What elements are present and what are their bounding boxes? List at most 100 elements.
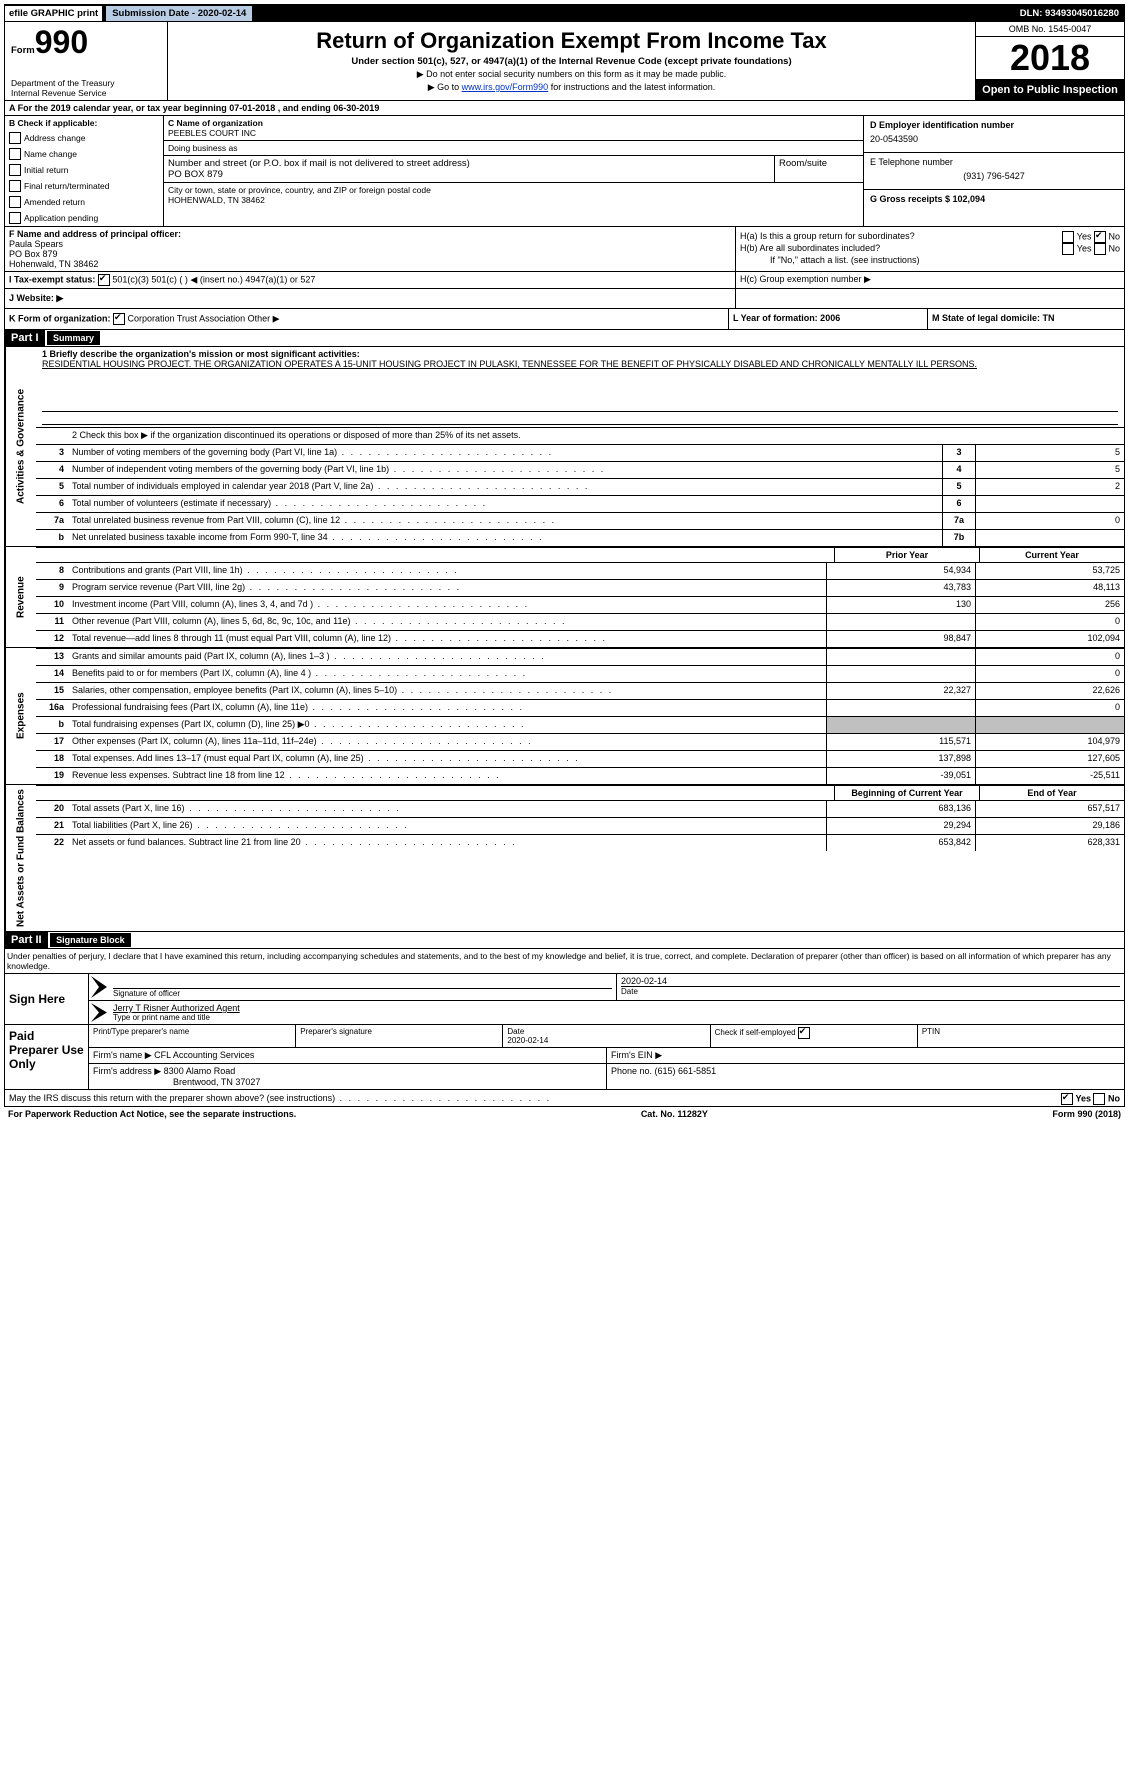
ln-desc: Total revenue—add lines 8 through 11 (mu… — [68, 631, 826, 647]
tax-status: I Tax-exempt status: 501(c)(3) 501(c) ( … — [5, 272, 736, 288]
k-opts: Corporation Trust Association Other ▶ — [128, 313, 280, 323]
ln-num: 6 — [36, 496, 68, 512]
chk-address[interactable]: Address change — [9, 132, 159, 144]
rev-block: Revenue Prior Year Current Year 8 Contri… — [4, 547, 1125, 648]
street-row: Number and street (or P.O. box if mail i… — [164, 156, 863, 183]
ln-box: 4 — [942, 462, 975, 478]
ln-prior — [826, 614, 975, 630]
ha-yes[interactable] — [1062, 231, 1074, 243]
may-irs-yes[interactable] — [1061, 1093, 1073, 1105]
sig-date-value: 2020-02-14 — [621, 976, 1120, 986]
street-value: PO BOX 879 — [168, 169, 770, 180]
footer-left: For Paperwork Reduction Act Notice, see … — [8, 1109, 296, 1119]
side-net: Net Assets or Fund Balances — [5, 785, 36, 931]
prior-year-header: Prior Year — [834, 548, 979, 562]
ln-val: 0 — [975, 513, 1124, 529]
ln-current: 29,186 — [975, 818, 1124, 834]
part1-badge: Part I — [5, 330, 45, 346]
firm-addr1: 8300 Alamo Road — [164, 1066, 236, 1076]
footer-right: Form 990 (2018) — [1052, 1109, 1121, 1119]
line-18: 18 Total expenses. Add lines 13–17 (must… — [36, 750, 1124, 767]
chk-501c3[interactable] — [98, 274, 110, 286]
ln-desc: Total fundraising expenses (Part IX, col… — [68, 717, 826, 733]
ln-box: 7b — [942, 530, 975, 546]
ln-prior: 98,847 — [826, 631, 975, 647]
penalties-text: Under penalties of perjury, I declare th… — [4, 949, 1125, 974]
ha-no[interactable] — [1094, 231, 1106, 243]
mission-block: 1 Briefly describe the organization's mi… — [36, 347, 1124, 427]
ln-desc: Salaries, other compensation, employee b… — [68, 683, 826, 699]
prep-ptin: PTIN — [918, 1025, 1124, 1047]
ln-num: 16a — [36, 700, 68, 716]
ln2-num — [36, 428, 68, 444]
city-value: HOHENWALD, TN 38462 — [168, 195, 859, 205]
irs-label: Internal Revenue Service — [11, 88, 161, 98]
col-d-ids: D Employer identification number 20-0543… — [863, 116, 1124, 226]
goto-line: ▶ Go to www.irs.gov/Form990 for instruct… — [172, 82, 971, 93]
gov-line-b: b Net unrelated business taxable income … — [36, 529, 1124, 546]
ln-desc: Total expenses. Add lines 13–17 (must eq… — [68, 751, 826, 767]
irs-link[interactable]: www.irs.gov/Form990 — [462, 82, 549, 92]
ln-num: 4 — [36, 462, 68, 478]
net-block: Net Assets or Fund Balances Beginning of… — [4, 785, 1125, 932]
m-label: M State of legal domicile: TN — [932, 313, 1055, 323]
row-k: K Form of organization: Corporation Trus… — [4, 309, 1125, 330]
ln-desc: Total number of individuals employed in … — [68, 479, 942, 495]
top-bar: efile GRAPHIC print Submission Date - 20… — [4, 4, 1125, 22]
ln-current: 104,979 — [975, 734, 1124, 750]
chk-corp[interactable] — [113, 313, 125, 325]
eoy-header: End of Year — [979, 786, 1124, 800]
hb-note: If "No," attach a list. (see instruction… — [740, 255, 1120, 265]
street-cell: Number and street (or P.O. box if mail i… — [164, 156, 775, 182]
gov-body: 1 Briefly describe the organization's mi… — [36, 347, 1124, 546]
rev-col-headers: Prior Year Current Year — [36, 547, 1124, 562]
ln-num: 9 — [36, 580, 68, 596]
dba-cell: Doing business as — [164, 141, 863, 156]
ln-current: 53,725 — [975, 563, 1124, 579]
chk-amended[interactable]: Amended return — [9, 196, 159, 208]
ein-value: 20-0543590 — [870, 134, 1118, 144]
hc-row: H(c) Group exemption number ▶ — [736, 272, 1124, 288]
line-20: 20 Total assets (Part X, line 16) 683,13… — [36, 800, 1124, 817]
sig-name: Jerry T Risner Authorized Agent Type or … — [109, 1001, 1124, 1024]
chk-initial[interactable]: Initial return — [9, 164, 159, 176]
chk-name-label: Name change — [24, 149, 77, 159]
chk-final[interactable]: Final return/terminated — [9, 180, 159, 192]
rev-body: Prior Year Current Year 8 Contributions … — [36, 547, 1124, 647]
ln-current: 0 — [975, 700, 1124, 716]
ln-prior: 54,934 — [826, 563, 975, 579]
prep-selfemp: Check if self-employed — [711, 1025, 918, 1047]
current-year-header: Current Year — [979, 548, 1124, 562]
chk-pending[interactable]: Application pending — [9, 212, 159, 224]
ln-num: 14 — [36, 666, 68, 682]
prep-row2: Firm's name ▶ CFL Accounting Services Fi… — [89, 1048, 1124, 1064]
sign-here-block: Sign Here Signature of officer 2020-02-1… — [4, 974, 1125, 1025]
ln-prior: 115,571 — [826, 734, 975, 750]
ln-num: 15 — [36, 683, 68, 699]
chk-selfemp[interactable] — [798, 1027, 810, 1039]
col-h-group: H(a) Is this a group return for subordin… — [736, 227, 1124, 271]
exp-body: 13 Grants and similar amounts paid (Part… — [36, 648, 1124, 784]
row-taxstatus: I Tax-exempt status: 501(c)(3) 501(c) ( … — [4, 272, 1125, 289]
hb-no[interactable] — [1094, 243, 1106, 255]
chk-final-label: Final return/terminated — [24, 181, 110, 191]
chk-name[interactable]: Name change — [9, 148, 159, 160]
officer-name: Paula Spears — [9, 239, 731, 249]
ln-desc: Grants and similar amounts paid (Part IX… — [68, 649, 826, 665]
org-name-label: C Name of organization — [168, 118, 859, 128]
line-12: 12 Total revenue—add lines 8 through 11 … — [36, 630, 1124, 647]
col-b-header: B Check if applicable: — [9, 118, 159, 128]
ln-num: 13 — [36, 649, 68, 665]
header-center: Return of Organization Exempt From Incom… — [168, 22, 975, 100]
ln-current — [975, 717, 1124, 733]
form-number: Form990 — [11, 24, 161, 61]
hb-yes[interactable] — [1062, 243, 1074, 255]
sig-date: 2020-02-14 Date — [617, 974, 1124, 1000]
chk-amended-label: Amended return — [24, 197, 85, 207]
may-irs-no[interactable] — [1093, 1093, 1105, 1105]
ln-num: b — [36, 717, 68, 733]
rev-spacer — [36, 548, 834, 562]
header-left: Form990 Department of the Treasury Inter… — [5, 22, 168, 100]
ln-desc: Number of independent voting members of … — [68, 462, 942, 478]
sign-body: Signature of officer 2020-02-14 Date Jer… — [88, 974, 1124, 1024]
